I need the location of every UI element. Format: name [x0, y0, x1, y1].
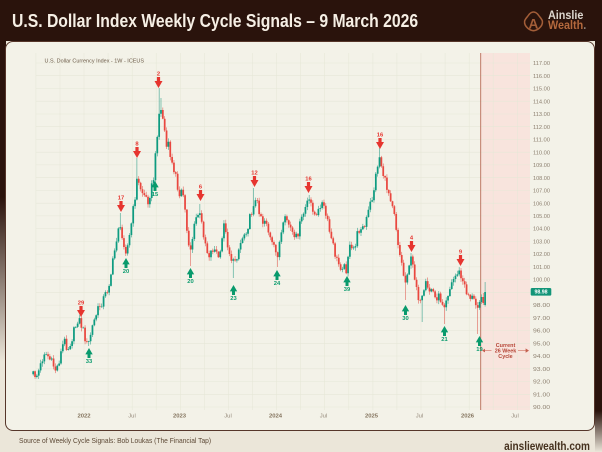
svg-text:30: 30 — [402, 316, 408, 322]
svg-text:24: 24 — [274, 281, 281, 287]
svg-text:Jul: Jul — [320, 414, 328, 420]
svg-text:2026: 2026 — [461, 414, 475, 420]
svg-text:104.00: 104.00 — [533, 227, 551, 233]
svg-text:29: 29 — [78, 301, 85, 307]
svg-text:6: 6 — [199, 185, 203, 191]
svg-text:20: 20 — [187, 279, 193, 285]
svg-text:95.00: 95.00 — [533, 341, 551, 347]
svg-text:101.00: 101.00 — [533, 265, 551, 271]
svg-text:16: 16 — [305, 177, 312, 183]
svg-text:2: 2 — [157, 72, 160, 78]
svg-text:2023: 2023 — [173, 414, 187, 420]
svg-text:Jul: Jul — [416, 414, 424, 420]
svg-text:113.00: 113.00 — [533, 112, 551, 118]
svg-text:98.00: 98.00 — [533, 303, 551, 309]
svg-text:96.00: 96.00 — [533, 329, 551, 335]
svg-text:106.00: 106.00 — [533, 201, 551, 207]
svg-text:Cycle: Cycle — [498, 354, 512, 360]
svg-text:94.00: 94.00 — [533, 354, 551, 360]
svg-text:116.00: 116.00 — [533, 74, 551, 80]
svg-text:19: 19 — [476, 347, 483, 353]
svg-text:17: 17 — [118, 196, 124, 202]
svg-text:A: A — [529, 15, 539, 31]
svg-text:91.00: 91.00 — [533, 392, 551, 398]
svg-text:26 Week: 26 Week — [495, 348, 516, 354]
svg-text:21: 21 — [441, 337, 448, 343]
svg-text:9: 9 — [459, 250, 463, 256]
svg-text:109.00: 109.00 — [533, 163, 551, 169]
svg-text:Jul: Jul — [511, 414, 519, 420]
svg-text:15: 15 — [152, 192, 159, 198]
svg-text:117.00: 117.00 — [533, 61, 551, 67]
svg-text:8: 8 — [135, 142, 139, 148]
svg-text:93.00: 93.00 — [533, 367, 551, 373]
svg-text:Jul: Jul — [128, 414, 136, 420]
svg-text:23: 23 — [230, 296, 237, 302]
svg-text:90.00: 90.00 — [533, 405, 551, 411]
svg-text:105.00: 105.00 — [533, 214, 551, 220]
svg-text:92.00: 92.00 — [533, 380, 551, 386]
svg-text:U.S. Dollar Currency Index - 1: U.S. Dollar Currency Index - 1W - ICEUS — [45, 59, 145, 65]
svg-text:12: 12 — [251, 171, 257, 177]
svg-text:2022: 2022 — [77, 414, 91, 420]
svg-text:103.00: 103.00 — [533, 240, 551, 246]
svg-text:107.00: 107.00 — [533, 189, 551, 195]
svg-text:33: 33 — [86, 359, 93, 365]
svg-text:112.00: 112.00 — [533, 125, 551, 131]
svg-text:114.00: 114.00 — [533, 99, 551, 105]
svg-text:4: 4 — [410, 236, 414, 242]
svg-text:108.00: 108.00 — [533, 176, 551, 182]
svg-text:98.98: 98.98 — [535, 290, 548, 296]
svg-text:97.00: 97.00 — [533, 316, 551, 322]
svg-text:Current: Current — [496, 343, 516, 349]
svg-text:110.00: 110.00 — [533, 150, 551, 156]
svg-text:100.00: 100.00 — [533, 278, 551, 284]
svg-text:Jul: Jul — [224, 414, 232, 420]
svg-text:102.00: 102.00 — [533, 252, 551, 258]
svg-text:39: 39 — [344, 287, 351, 293]
svg-text:115.00: 115.00 — [533, 87, 551, 93]
svg-text:2024: 2024 — [269, 414, 283, 420]
svg-text:111.00: 111.00 — [533, 138, 551, 144]
svg-text:2025: 2025 — [365, 414, 379, 420]
svg-text:20: 20 — [123, 269, 129, 275]
svg-text:16: 16 — [377, 133, 384, 139]
